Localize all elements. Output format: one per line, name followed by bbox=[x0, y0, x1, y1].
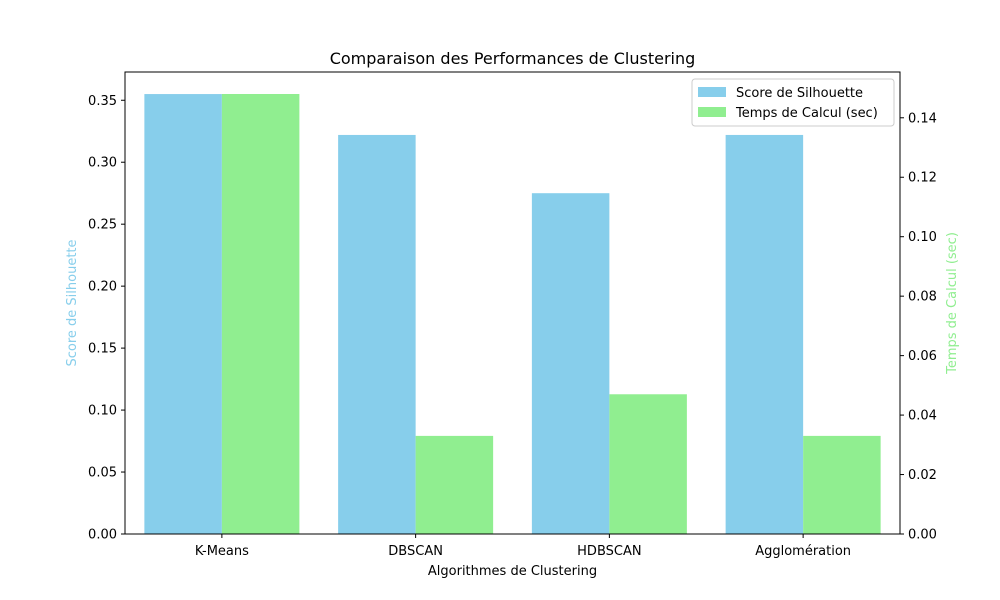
bar-silhouette-3 bbox=[725, 134, 804, 534]
legend-frame bbox=[691, 78, 895, 127]
chart-title: Comparaison des Performances de Clusteri… bbox=[330, 49, 696, 68]
y-left-tick-label: 0.25 bbox=[88, 218, 117, 233]
y-left-tick-label: 0.20 bbox=[88, 280, 117, 295]
x-tick-label: HDBSCAN bbox=[577, 544, 641, 559]
y-right-tick-label: 0.10 bbox=[908, 230, 937, 245]
y-left-tick-label: 0.15 bbox=[88, 342, 117, 357]
y-right-tick-label: 0.04 bbox=[908, 409, 937, 424]
y-axis-right-label: Temps de Calcul (sec) bbox=[945, 232, 960, 375]
bar-temps-2 bbox=[609, 394, 687, 534]
axes-layer: 0.00 0.05 0.10 0.15 0.20 0.25 0.30 0.35 0.00 0.02… bbox=[88, 71, 937, 559]
bar-temps-1 bbox=[415, 435, 494, 534]
legend-label: Score de Silhouette bbox=[736, 86, 863, 101]
y-right-tick-label: 0.02 bbox=[908, 468, 937, 483]
bar-silhouette-2 bbox=[531, 193, 610, 534]
plot-frame bbox=[124, 71, 901, 535]
y-right-tick-label: 0.12 bbox=[908, 171, 937, 186]
y-right-tick-label: 0.00 bbox=[908, 528, 937, 543]
y-right-tick-label: 0.14 bbox=[908, 111, 937, 126]
y-left-tick-label: 0.35 bbox=[88, 94, 117, 109]
bars-layer bbox=[144, 94, 881, 534]
y-axis-left-label: Score de Silhouette bbox=[65, 239, 80, 366]
y-left-tick-label: 0.05 bbox=[88, 466, 117, 481]
x-tick-label: K-Means bbox=[195, 544, 249, 559]
x-tick-label: Agglomération bbox=[755, 544, 851, 559]
bar-silhouette-0 bbox=[144, 94, 222, 534]
legend: Score de Silhouette Temps de Calcul (sec) bbox=[691, 78, 895, 127]
legend-swatch bbox=[698, 107, 726, 117]
legend-swatch bbox=[698, 87, 726, 97]
y-left-tick-label: 0.10 bbox=[88, 404, 117, 419]
bar-temps-0 bbox=[221, 94, 300, 534]
y-left-tick-label: 0.00 bbox=[88, 528, 117, 543]
x-axis-label: Algorithmes de Clustering bbox=[428, 564, 597, 579]
bar-silhouette-1 bbox=[338, 134, 416, 534]
x-tick-label: DBSCAN bbox=[388, 544, 443, 559]
y-left-tick-label: 0.30 bbox=[88, 156, 117, 171]
legend-label: Temps de Calcul (sec) bbox=[735, 106, 878, 121]
bar-temps-3 bbox=[803, 435, 881, 534]
y-right-tick-label: 0.06 bbox=[908, 349, 937, 364]
y-right-tick-label: 0.08 bbox=[908, 290, 937, 305]
